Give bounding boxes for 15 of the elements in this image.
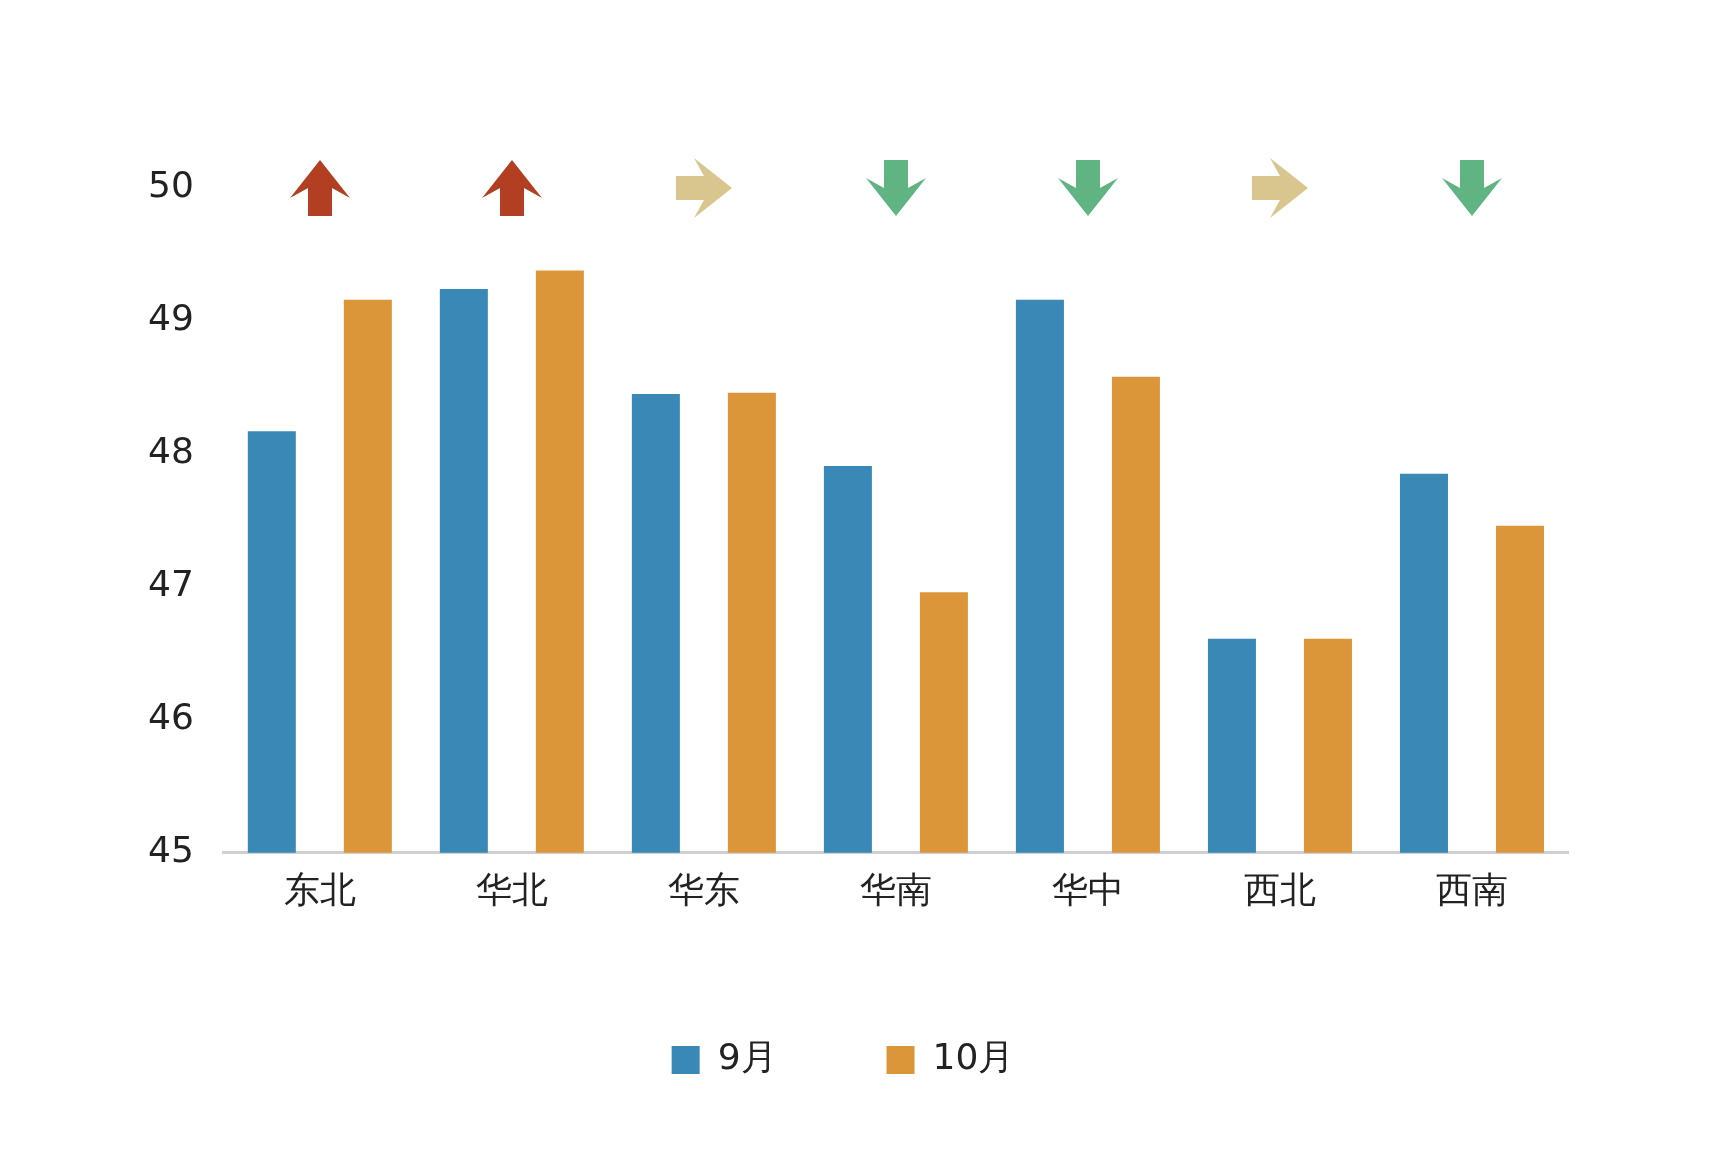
y-tick-label: 48 — [148, 430, 194, 472]
x-tick-label: 西南 — [1435, 868, 1508, 910]
x-tick-label: 华北 — [475, 868, 548, 910]
x-tick-label: 华东 — [667, 868, 740, 910]
y-tick-label: 46 — [148, 696, 194, 738]
x-tick-label: 华南 — [859, 868, 932, 910]
x-tick-label: 华中 — [1051, 868, 1124, 910]
y-tick-label: 47 — [148, 563, 194, 605]
x-tick-label: 西北 — [1243, 868, 1316, 910]
y-tick-label: 49 — [148, 297, 194, 339]
legend-label: 10月 — [932, 1036, 1015, 1078]
x-tick-label: 东北 — [283, 868, 356, 910]
y-tick-label: 50 — [148, 164, 194, 206]
y-tick-label: 45 — [148, 829, 194, 871]
legend-label: 9月 — [717, 1036, 777, 1078]
